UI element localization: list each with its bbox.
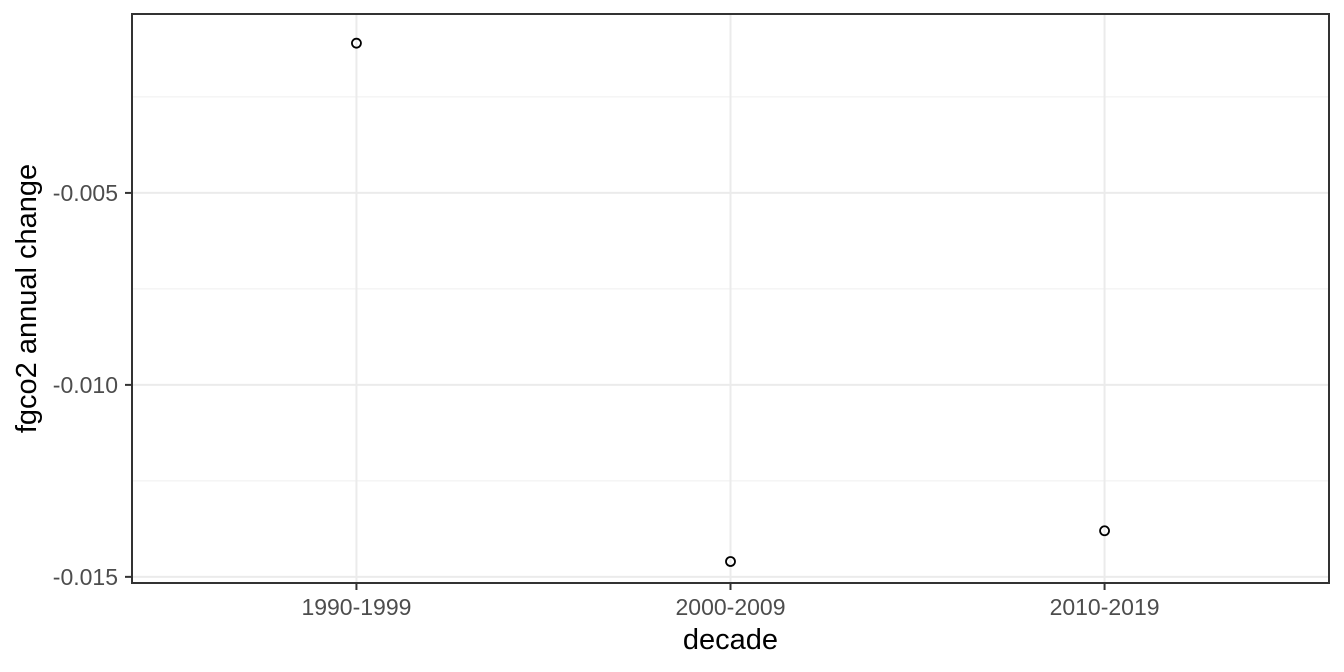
x-tick-label: 2010-2019 [1050, 594, 1160, 620]
x-tick-label: 1990-1999 [301, 594, 411, 620]
y-tick-label: -0.005 [53, 180, 118, 206]
data-point [725, 556, 736, 567]
axis-layer: -0.005 -0.010 -0.015 1990-1999 2000-2009 2010… [53, 13, 1330, 620]
x-axis-title: decade [683, 624, 778, 656]
point-layer [351, 37, 1110, 567]
y-tick-label: -0.015 [53, 564, 118, 590]
grid-layer [132, 14, 1329, 583]
data-point [351, 37, 362, 49]
y-tick-label: -0.010 [53, 372, 118, 398]
y-axis-title: fgco2 annual change [11, 164, 43, 433]
x-tick-label: 2000-2009 [676, 594, 786, 620]
data-point [1099, 525, 1110, 537]
